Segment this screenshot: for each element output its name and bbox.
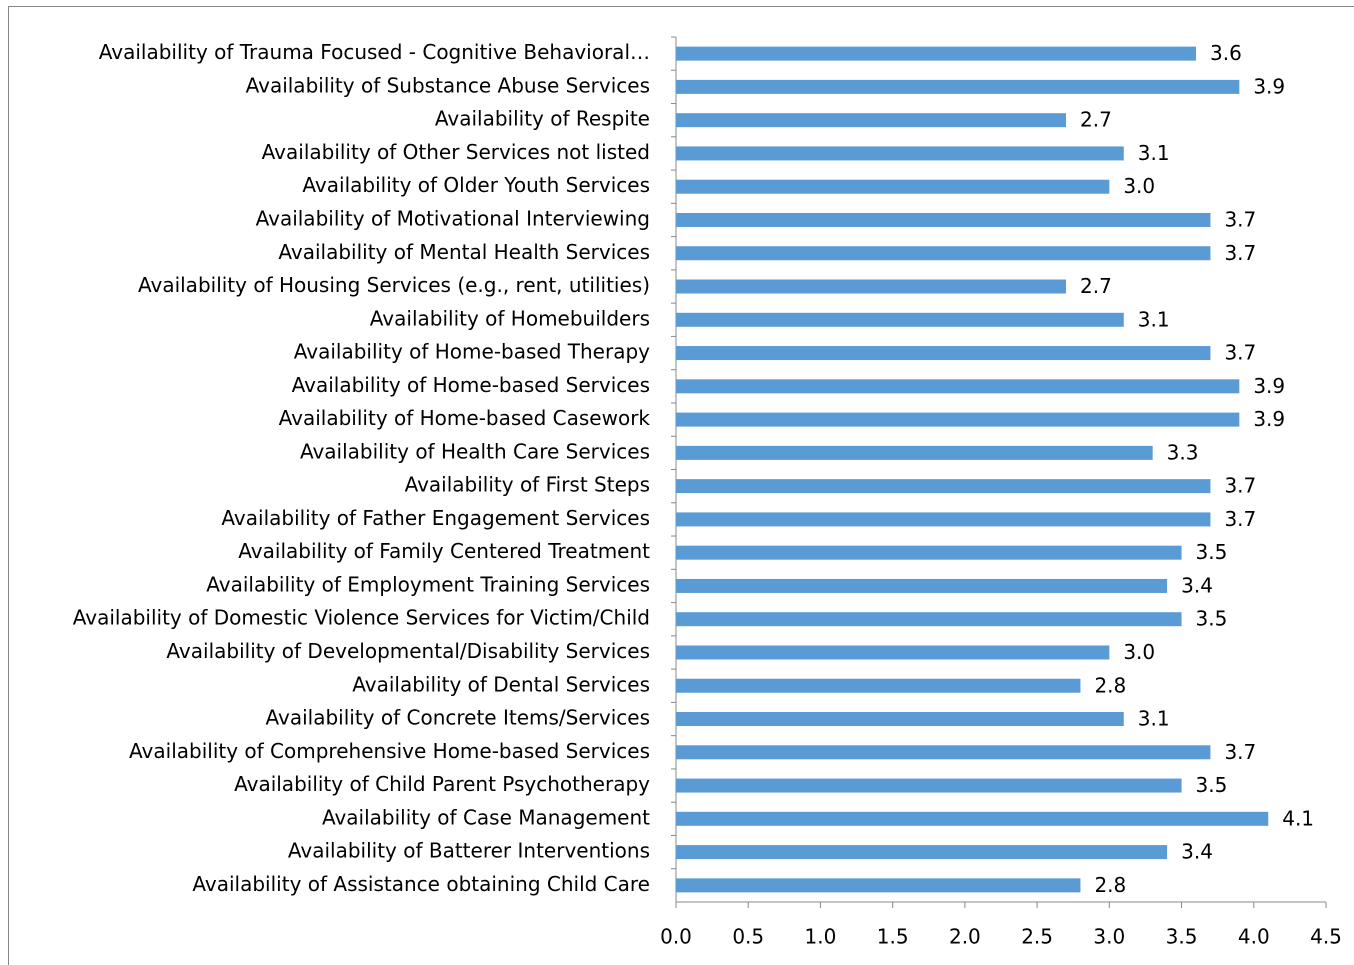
bar	[676, 778, 1182, 793]
x-tick-label: 4.5	[1310, 925, 1342, 949]
y-tick-label: Availability of Family Centered Treatmen…	[238, 539, 650, 563]
bar	[676, 678, 1081, 693]
x-tick-label: 0.0	[660, 925, 692, 949]
bar	[676, 512, 1211, 527]
bar	[676, 146, 1124, 161]
bar	[676, 179, 1110, 194]
data-label: 3.1	[1138, 307, 1170, 331]
x-tick-label: 1.0	[805, 925, 837, 949]
y-tick-label: Availability of Other Services not liste…	[262, 140, 650, 164]
y-tick-label: Availability of Home-based Services	[292, 373, 650, 397]
x-tick-label: 4.0	[1238, 925, 1270, 949]
y-tick-label: Availability of Assistance obtaining Chi…	[192, 872, 650, 896]
data-label: 2.8	[1094, 873, 1126, 897]
x-tick-label: 0.5	[732, 925, 764, 949]
bar	[676, 346, 1211, 361]
y-tick-label: Availability of Father Engagement Servic…	[221, 506, 650, 530]
chart-frame	[8, 6, 1354, 965]
data-label: 3.9	[1253, 74, 1285, 98]
y-tick-label: Availability of Batterer Interventions	[288, 839, 650, 863]
y-tick-label: Availability of Homebuilders	[370, 306, 650, 330]
data-label: 3.7	[1224, 507, 1256, 531]
data-label: 3.6	[1210, 41, 1242, 65]
bar	[676, 811, 1269, 826]
y-tick-label: Availability of Home-based Therapy	[294, 340, 650, 364]
y-tick-label: Availability of Case Management	[322, 805, 650, 829]
y-tick-label: Availability of Motivational Interviewin…	[256, 206, 650, 230]
y-tick-label: Availability of Employment Training Serv…	[206, 572, 650, 596]
data-label: 3.5	[1196, 607, 1228, 631]
bar	[676, 79, 1240, 94]
data-label: 3.7	[1224, 241, 1256, 265]
bar	[676, 545, 1182, 560]
data-label: 2.8	[1094, 673, 1126, 697]
data-label: 3.4	[1181, 573, 1213, 597]
bar	[676, 412, 1240, 427]
x-tick-label: 1.5	[877, 925, 909, 949]
bar	[676, 612, 1182, 627]
x-tick-label: 3.5	[1166, 925, 1198, 949]
bar	[676, 212, 1211, 227]
data-label: 3.3	[1167, 440, 1199, 464]
bar	[676, 379, 1240, 394]
data-label: 3.7	[1224, 341, 1256, 365]
data-label: 3.7	[1224, 474, 1256, 498]
bar	[676, 712, 1124, 727]
y-tick-label: Availability of Trauma Focused - Cogniti…	[99, 40, 650, 64]
data-label: 3.1	[1138, 141, 1170, 165]
data-label: 2.7	[1080, 108, 1112, 132]
y-tick-label: Availability of Home-based Casework	[279, 406, 651, 430]
bar	[676, 479, 1211, 494]
data-label: 3.7	[1224, 207, 1256, 231]
x-tick-label: 2.0	[949, 925, 981, 949]
bar	[676, 246, 1211, 261]
y-tick-label: Availability of First Steps	[405, 473, 650, 497]
y-tick-label: Availability of Domestic Violence Servic…	[73, 606, 650, 630]
y-tick-label: Availability of Housing Services (e.g., …	[138, 273, 650, 297]
bar	[676, 845, 1168, 860]
bar	[676, 878, 1081, 893]
data-label: 2.7	[1080, 274, 1112, 298]
data-label: 3.5	[1196, 540, 1228, 564]
y-tick-label: Availability of Health Care Services	[300, 439, 650, 463]
y-tick-label: Availability of Dental Services	[352, 672, 650, 696]
data-label: 4.1	[1282, 806, 1314, 830]
bar	[676, 46, 1196, 61]
data-label: 3.0	[1123, 174, 1155, 198]
x-tick-label: 2.5	[1021, 925, 1053, 949]
data-label: 3.9	[1253, 407, 1285, 431]
y-tick-label: Availability of Older Youth Services	[302, 173, 650, 197]
data-label: 3.4	[1181, 840, 1213, 864]
data-label: 3.1	[1138, 707, 1170, 731]
x-tick-label: 3.0	[1093, 925, 1125, 949]
bar	[676, 578, 1168, 593]
data-label: 3.9	[1253, 374, 1285, 398]
y-tick-label: Availability of Child Parent Psychothera…	[234, 772, 650, 796]
y-tick-label: Availability of Substance Abuse Services	[246, 73, 650, 97]
bar	[676, 113, 1066, 128]
y-tick-label: Availability of Mental Health Services	[278, 240, 650, 264]
y-tick-label: Availability of Concrete Items/Services	[266, 706, 651, 730]
y-tick-label: Availability of Comprehensive Home-based…	[129, 739, 650, 763]
bar	[676, 312, 1124, 327]
bar	[676, 745, 1211, 760]
y-tick-label: Availability of Respite	[435, 107, 650, 131]
bar	[676, 279, 1066, 294]
y-tick-label: Availability of Developmental/Disability…	[166, 639, 650, 663]
bar	[676, 445, 1153, 460]
data-label: 3.0	[1123, 640, 1155, 664]
data-label: 3.5	[1196, 773, 1228, 797]
data-label: 3.7	[1224, 740, 1256, 764]
bar	[676, 645, 1110, 660]
